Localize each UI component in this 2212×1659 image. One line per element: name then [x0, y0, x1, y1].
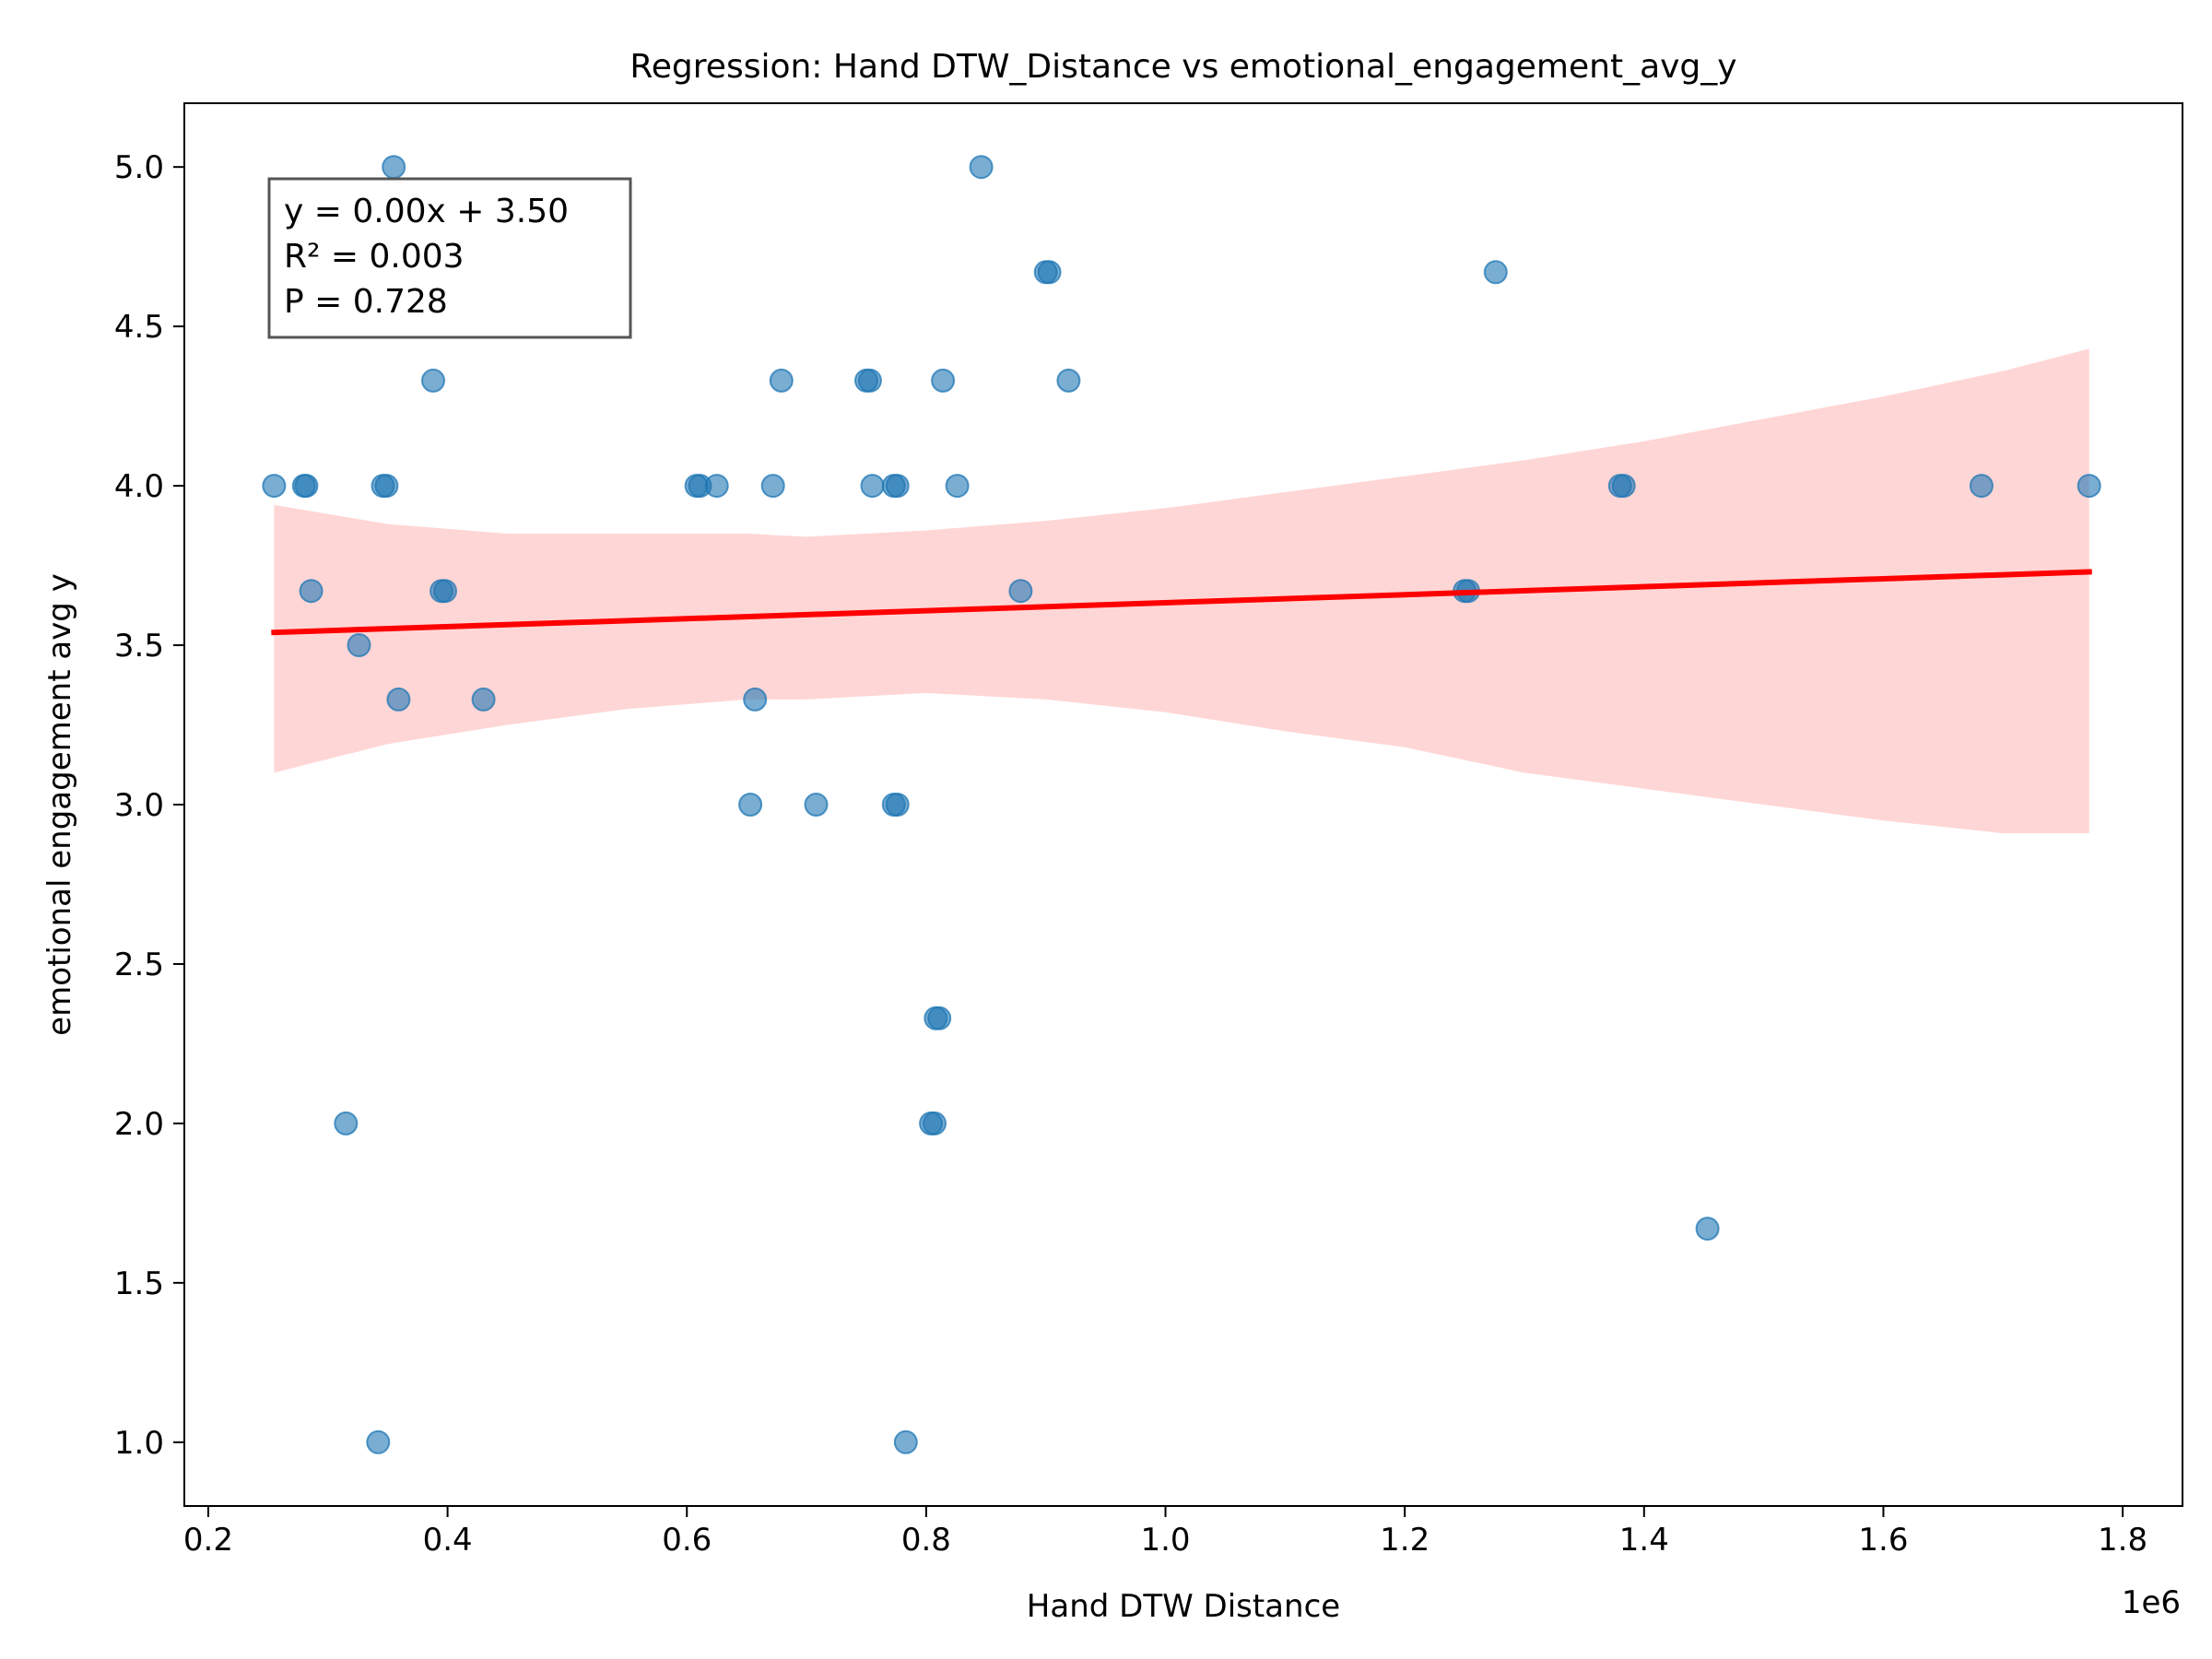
y-tick-label-5: 3.5 [114, 628, 164, 665]
scatter-point-32 [923, 1111, 947, 1135]
scatter-point-14 [471, 687, 496, 712]
scatter-point-3 [299, 579, 324, 604]
scatter-point-18 [738, 793, 763, 817]
y-tick-label-1: 1.5 [114, 1265, 164, 1302]
x-tick-label-4: 1.0 [1140, 1522, 1190, 1559]
scatter-point-10 [386, 687, 411, 712]
scatter-point-8 [374, 474, 399, 499]
scatter-point-30 [893, 1430, 918, 1454]
x-tick-label-8: 1.8 [2098, 1522, 2147, 1559]
chart-title: Regression: Hand DTW_Distance vs emotion… [629, 48, 1736, 86]
scatter-point-25 [860, 474, 885, 499]
scatter-point-47 [1695, 1217, 1720, 1241]
y-tick-label-0: 1.0 [114, 1425, 164, 1462]
scatter-point-36 [945, 474, 970, 499]
scatter-point-49 [2077, 474, 2101, 499]
scatter-point-44 [1483, 260, 1508, 285]
y-tick-label-4: 3.0 [114, 787, 164, 824]
confidence-band [274, 348, 2089, 834]
scatter-points-layer [262, 155, 2101, 1454]
scatter-point-41 [1056, 368, 1081, 393]
y-axis-label: emotional engagement avg y [41, 573, 78, 1036]
x-tick-label-1: 0.4 [423, 1522, 473, 1559]
y-axis: 1.0 1.5 2.0 2.5 3.0 3.5 4.0 4.5 5.0 [114, 149, 184, 1462]
scatter-point-40 [1037, 260, 1062, 285]
y-tick-label-3: 2.5 [114, 947, 164, 983]
scatter-point-24 [857, 368, 882, 393]
x-tick-label-0: 0.2 [183, 1522, 233, 1559]
x-tick-label-7: 1.6 [1858, 1522, 1908, 1559]
scatter-point-46 [1611, 474, 1636, 499]
x-tick-label-3: 0.8 [901, 1522, 951, 1559]
stats-r-squared: R² = 0.003 [284, 238, 465, 276]
stats-p-value: P = 0.728 [284, 283, 448, 321]
scatter-point-2 [294, 474, 319, 499]
y-tick-label-7: 4.5 [114, 309, 164, 346]
scatter-point-35 [931, 368, 956, 393]
scatter-point-38 [1008, 579, 1033, 604]
scatter-point-37 [969, 155, 994, 180]
scatter-point-20 [760, 474, 785, 499]
regression-line [271, 569, 2092, 636]
scatter-point-11 [421, 368, 445, 393]
scatter-point-22 [804, 793, 829, 817]
scatter-point-34 [927, 1006, 952, 1030]
regression-line-layer [271, 569, 2092, 636]
scatter-point-6 [366, 1430, 391, 1454]
x-axis: 0.2 0.4 0.6 0.8 1.0 1.2 1.4 1.6 1.8 [183, 1506, 2147, 1559]
scatter-point-9 [382, 155, 406, 180]
x-tick-label-6: 1.4 [1619, 1522, 1669, 1559]
x-tick-label-5: 1.2 [1380, 1522, 1430, 1559]
scatter-point-4 [334, 1111, 359, 1135]
scatter-point-29 [885, 793, 910, 817]
x-axis-label: Hand DTW Distance [1027, 1588, 1340, 1625]
scatter-point-13 [433, 579, 457, 604]
scatter-point-48 [1969, 474, 1994, 499]
y-tick-label-8: 5.0 [114, 149, 164, 186]
stats-equation: y = 0.00x + 3.50 [284, 193, 569, 230]
scatter-point-21 [769, 368, 794, 393]
x-tick-label-2: 0.6 [662, 1522, 712, 1559]
regression-stats-box: y = 0.00x + 3.50 R² = 0.003 P = 0.728 [267, 177, 632, 339]
scatter-point-5 [347, 633, 371, 657]
scatter-point-19 [743, 687, 768, 712]
x-axis-offset-label: 1e6 [2122, 1584, 2181, 1621]
y-tick-label-6: 4.0 [114, 468, 164, 505]
confidence-band-layer [274, 348, 2089, 834]
stats-box-frame [267, 177, 632, 339]
scatter-point-17 [704, 474, 729, 499]
y-tick-label-2: 2.0 [114, 1106, 164, 1143]
scatter-point-0 [262, 474, 287, 499]
scatter-point-27 [885, 474, 910, 499]
